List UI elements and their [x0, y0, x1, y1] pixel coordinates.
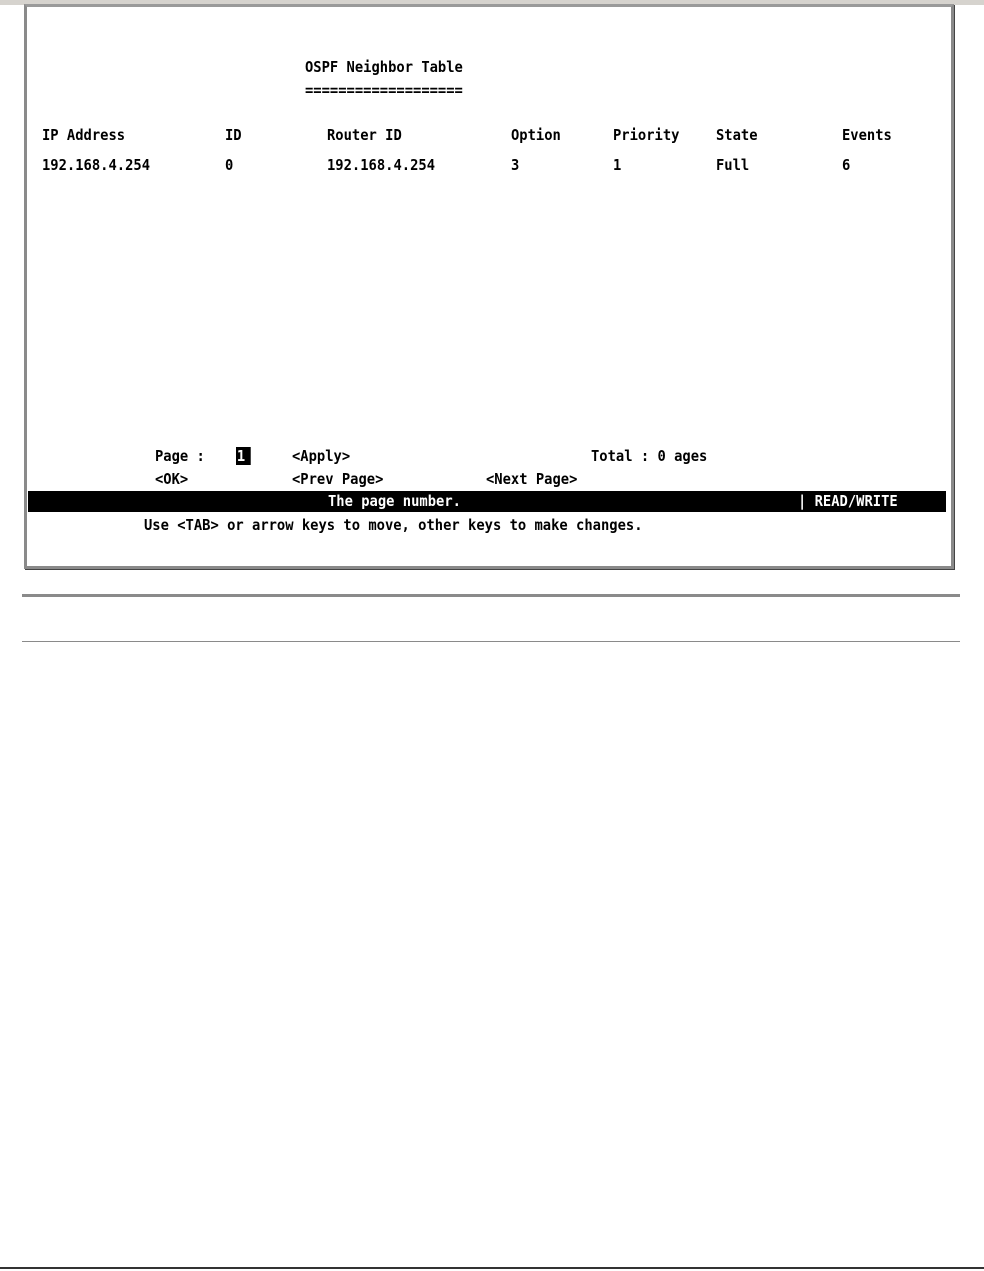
header-events: Events	[842, 126, 892, 144]
divider	[22, 594, 960, 597]
terminal-window	[24, 4, 954, 569]
prev-page-button[interactable]: <Prev Page>	[292, 470, 384, 488]
access-mode: | READ/WRITE	[798, 492, 898, 510]
page-bottom-rule	[0, 1267, 984, 1269]
status-message: The page number.	[328, 492, 461, 510]
status-bar: The page number. | READ/WRITE	[28, 491, 946, 512]
cell-id: 0	[225, 156, 234, 174]
header-id: ID	[225, 126, 242, 144]
apply-button[interactable]: <Apply>	[292, 447, 351, 465]
header-state: State	[716, 126, 758, 144]
page-number-input[interactable]: 1	[236, 447, 251, 465]
window-top-bar	[0, 0, 984, 5]
cell-priority: 1	[613, 156, 622, 174]
header-ip-address: IP Address	[42, 126, 126, 144]
ok-button[interactable]: <OK>	[155, 470, 189, 488]
divider	[22, 641, 960, 642]
help-text: Use <TAB> or arrow keys to move, other k…	[144, 516, 643, 534]
total-pages: Total : 0 ages	[591, 447, 708, 465]
cell-ip-address: 192.168.4.254	[42, 156, 151, 174]
header-option: Option	[511, 126, 561, 144]
next-page-button[interactable]: <Next Page>	[486, 470, 578, 488]
header-priority: Priority	[613, 126, 680, 144]
header-router-id: Router ID	[327, 126, 402, 144]
cell-router-id: 192.168.4.254	[327, 156, 436, 174]
cell-state: Full	[716, 156, 750, 174]
page-title: OSPF Neighbor Table	[305, 58, 463, 76]
cell-option: 3	[511, 156, 520, 174]
cell-events: 6	[842, 156, 851, 174]
page-label: Page :	[155, 447, 205, 465]
title-underline: ===================	[305, 81, 463, 99]
